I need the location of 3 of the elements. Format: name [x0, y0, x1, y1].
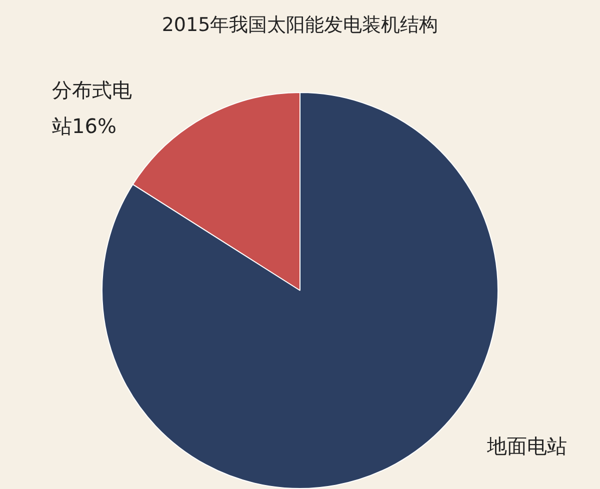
slice-label: 分布式电站16%: [52, 77, 133, 140]
chart-title: 2015年我国太阳能发电装机结构: [160, 13, 440, 38]
slice-label: 地面电站: [487, 433, 568, 460]
